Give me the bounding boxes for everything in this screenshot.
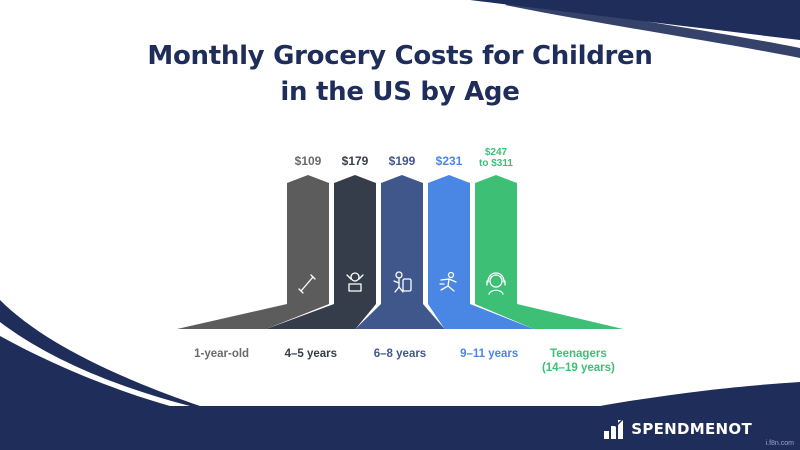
bar bbox=[381, 175, 423, 304]
footer-bar: SPENDMENOT i.f8n.com bbox=[0, 406, 800, 450]
value-label: $109 bbox=[295, 154, 322, 168]
bar-base bbox=[355, 304, 445, 329]
kid-running-icon bbox=[439, 271, 457, 292]
bar-group-1: $109 1-year-old bbox=[177, 154, 329, 360]
value-label: $199 bbox=[389, 154, 416, 168]
chart-title-line-1: Monthly Grocery Costs for Children bbox=[147, 41, 653, 71]
toddler-icon bbox=[346, 272, 364, 292]
bar-group-3: $199 6–8 years bbox=[355, 154, 445, 360]
value-label: $247 bbox=[485, 147, 508, 158]
category-label: (14–19 years) bbox=[542, 362, 615, 374]
teen-headphones-icon bbox=[486, 272, 506, 295]
bar bbox=[287, 175, 329, 304]
watermark: i.f8n.com bbox=[765, 440, 794, 447]
bar-chart-logo-icon bbox=[603, 418, 624, 439]
top-right-swoosh-stripe bbox=[505, 0, 800, 58]
bar-group-2: $179 4–5 years bbox=[266, 154, 376, 360]
bar-base bbox=[428, 304, 534, 329]
brand-logo: SPENDMENOT bbox=[603, 418, 752, 440]
chart-title: Monthly Grocery Costs for Children in th… bbox=[0, 38, 800, 110]
bar bbox=[334, 175, 376, 304]
child-backpack-icon bbox=[393, 271, 412, 293]
category-label: Teenagers bbox=[550, 348, 607, 360]
bar-base bbox=[266, 304, 376, 329]
bar-base bbox=[475, 304, 623, 329]
value-label: $231 bbox=[436, 154, 463, 168]
bottom-left-swoosh bbox=[0, 300, 200, 406]
bar bbox=[428, 175, 470, 304]
bottom-right-swoosh bbox=[600, 382, 800, 406]
category-label: 1-year-old bbox=[194, 348, 249, 360]
brand-name: SPENDMENOT bbox=[631, 420, 752, 438]
value-label: to $311 bbox=[479, 158, 513, 169]
category-label: 4–5 years bbox=[285, 348, 337, 360]
value-label: $179 bbox=[342, 154, 369, 168]
category-label: 6–8 years bbox=[374, 348, 426, 360]
baby-bottle-icon bbox=[298, 274, 316, 294]
bar bbox=[475, 175, 517, 304]
bar-group-4: $231 9–11 years bbox=[428, 154, 534, 360]
category-label: 9–11 years bbox=[460, 348, 518, 360]
chart-title-line-2: in the US by Age bbox=[280, 77, 520, 107]
bar-base bbox=[177, 304, 329, 329]
